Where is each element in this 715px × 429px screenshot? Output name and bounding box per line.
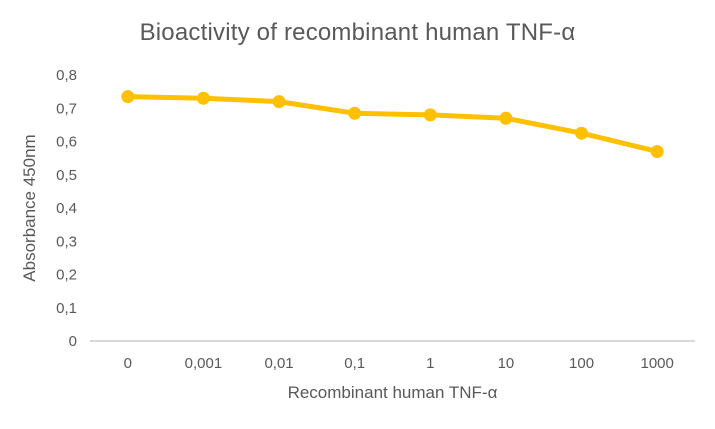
- data-point: [575, 126, 589, 140]
- x-tick-label: 100: [569, 355, 594, 372]
- y-tick-label: 0,7: [56, 100, 77, 117]
- y-tick-label: 0,4: [56, 200, 77, 217]
- y-tick-label: 0,1: [56, 300, 77, 317]
- x-tick-label: 0,1: [344, 355, 365, 372]
- y-tick-label: 0,3: [56, 233, 77, 250]
- y-tick-label: 0,5: [56, 167, 77, 184]
- x-tick-label: 1000: [641, 355, 674, 372]
- x-tick-label: 0,001: [185, 355, 223, 372]
- data-point: [196, 91, 210, 105]
- x-tick-label: 0: [124, 355, 132, 372]
- y-tick-label: 0,2: [56, 267, 77, 284]
- data-point: [121, 90, 135, 104]
- data-point: [499, 111, 513, 125]
- y-tick-label: 0,6: [56, 134, 77, 151]
- x-tick-label: 1: [426, 355, 434, 372]
- data-point: [650, 144, 664, 158]
- data-point: [423, 108, 437, 122]
- x-axis-title: Recombinant human TNF-α: [287, 383, 498, 402]
- y-tick-label: 0,8: [56, 67, 77, 84]
- x-tick-label: 0,01: [264, 355, 293, 372]
- chart-title: Bioactivity of recombinant human TNF-α: [139, 19, 576, 46]
- data-point: [272, 95, 286, 109]
- x-tick-label: 10: [498, 355, 515, 372]
- y-tick-label: 0: [69, 333, 77, 350]
- data-point: [348, 106, 362, 120]
- data-line: [125, 94, 660, 154]
